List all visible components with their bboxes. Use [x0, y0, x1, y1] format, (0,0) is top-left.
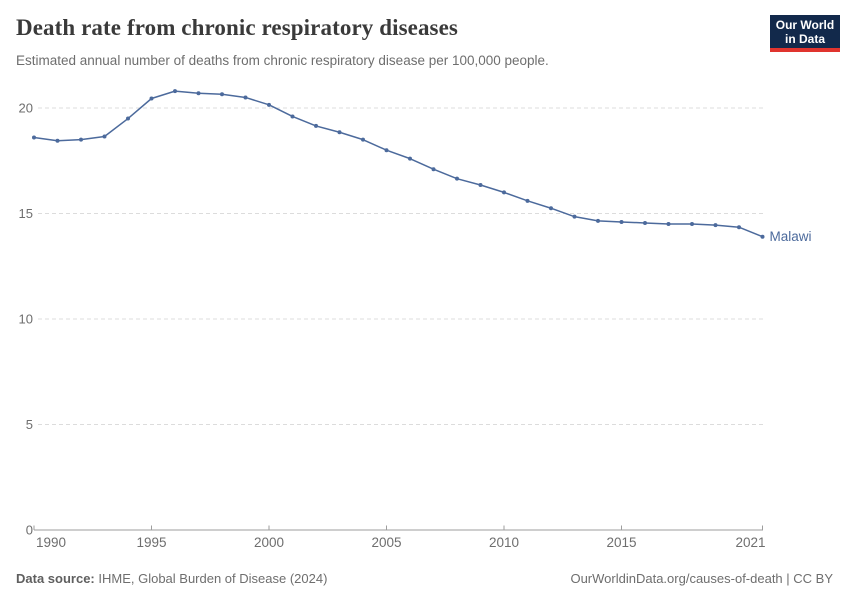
data-source-text: IHME, Global Burden of Disease (2024) [94, 571, 328, 586]
data-point [431, 167, 436, 172]
owid-logo[interactable]: Our World in Data [770, 15, 840, 52]
data-point [502, 190, 506, 195]
data-point [173, 89, 177, 94]
x-axis-tick-label: 2010 [489, 535, 519, 550]
data-point [314, 123, 318, 128]
x-axis-tick-label: 2021 [735, 535, 765, 550]
x-axis-tick-label: 1995 [136, 535, 166, 550]
x-axis-tick-label: 2015 [606, 535, 636, 550]
chart-footer: Data source: IHME, Global Burden of Dise… [16, 571, 833, 586]
data-point [196, 91, 201, 96]
data-point [666, 222, 671, 227]
owid-logo-line2: in Data [784, 32, 825, 46]
data-point [408, 156, 412, 161]
data-point [713, 223, 718, 228]
data-point [455, 176, 459, 181]
y-axis-tick-label: 20 [19, 101, 33, 116]
data-point [478, 183, 483, 188]
series-end-label: Malawi [770, 229, 812, 244]
data-point [102, 134, 107, 139]
data-point [596, 218, 600, 223]
x-axis-tick-label: 2005 [371, 535, 401, 550]
owid-url-license-link[interactable]: OurWorldinData.org/causes-of-death | CC … [570, 571, 833, 586]
data-source-label: Data source: [16, 571, 95, 586]
data-point [55, 138, 60, 143]
data-point [619, 219, 624, 224]
data-source-note: Data source: IHME, Global Burden of Dise… [16, 571, 327, 586]
x-axis-tick-label: 2000 [254, 535, 284, 550]
data-point [361, 137, 365, 142]
y-axis-tick-label: 5 [26, 417, 33, 432]
data-point [79, 137, 83, 142]
data-point [149, 96, 154, 101]
data-point [290, 114, 295, 119]
data-point [126, 116, 130, 121]
x-axis-tick-label: 1990 [36, 535, 66, 550]
data-point [760, 234, 765, 239]
chart-title: Death rate from chronic respiratory dise… [16, 15, 458, 40]
data-point [643, 220, 647, 225]
data-point [243, 95, 248, 100]
data-point [525, 198, 530, 203]
owid-logo-line1: Our World [775, 18, 835, 32]
y-axis-tick-label: 15 [19, 206, 33, 221]
data-point [549, 206, 553, 211]
chart-subtitle: Estimated annual number of deaths from c… [16, 53, 549, 68]
data-point [220, 92, 224, 97]
y-axis-tick-label: 0 [26, 523, 33, 538]
data-point [384, 148, 389, 153]
data-point [32, 135, 36, 140]
y-axis-tick-label: 10 [19, 312, 33, 327]
data-point [690, 222, 694, 227]
data-point [737, 225, 741, 230]
data-point [572, 214, 577, 219]
data-point [267, 102, 271, 107]
data-point [337, 130, 342, 135]
data-line-malawi [33, 90, 763, 238]
